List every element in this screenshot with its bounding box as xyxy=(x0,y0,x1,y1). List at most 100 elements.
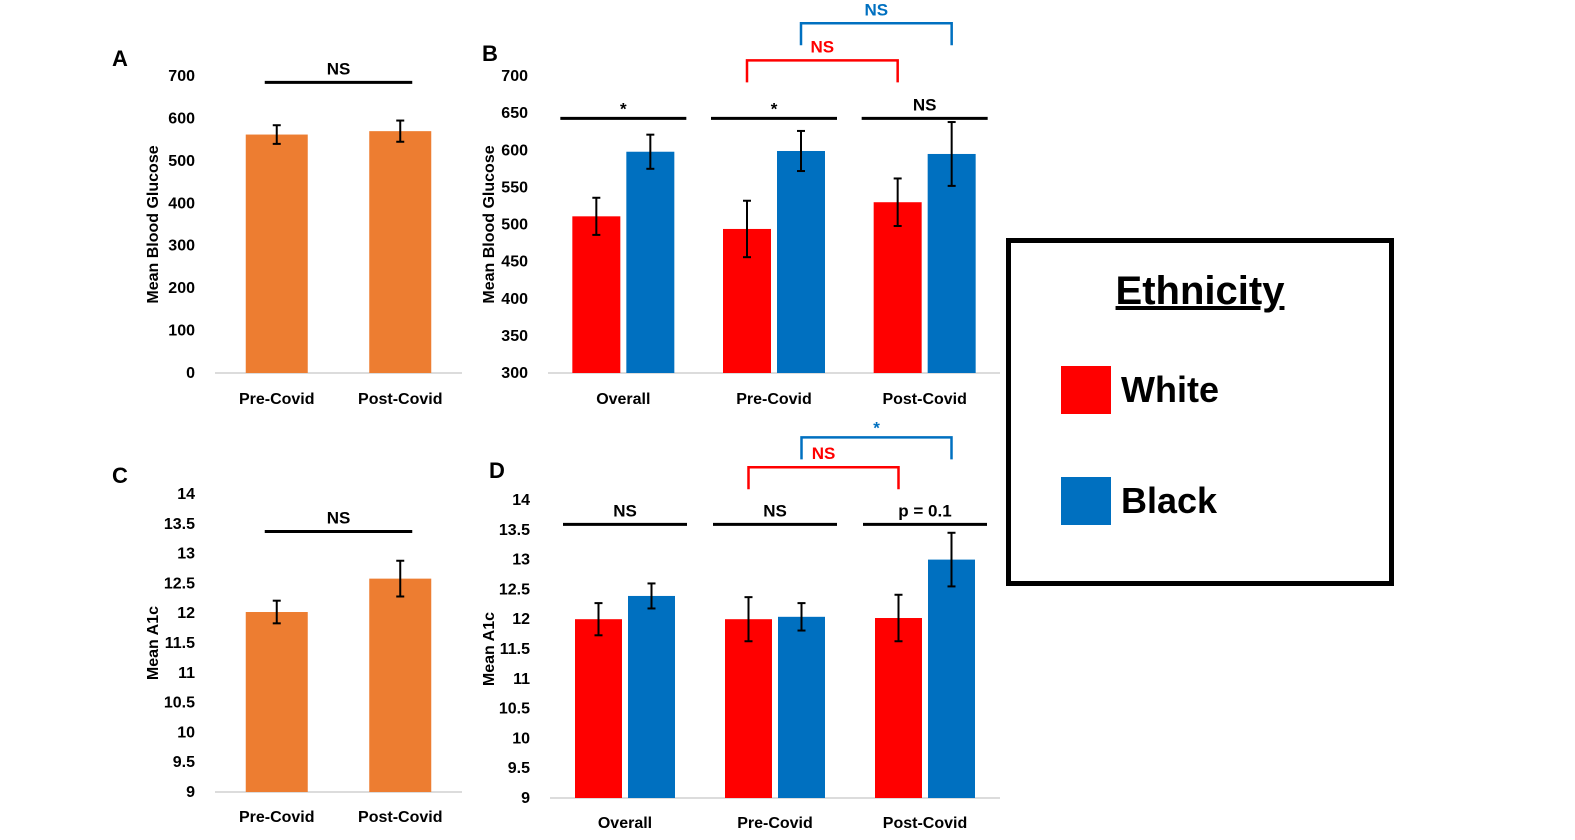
significance-label: p = 0.1 xyxy=(898,501,951,520)
bar-white-post-covid xyxy=(873,202,922,373)
y-tick-label: 500 xyxy=(501,217,528,234)
y-tick-label: 700 xyxy=(501,68,528,85)
y-tick-label: 12 xyxy=(512,611,530,628)
y-tick-label: 400 xyxy=(168,195,195,212)
bar-black-pre-covid xyxy=(777,150,825,373)
bar-post-covid xyxy=(369,131,432,373)
panel-label: C xyxy=(112,463,128,488)
y-tick-label: 300 xyxy=(501,365,528,382)
bar-pre-covid xyxy=(245,134,308,373)
y-tick-label: 11.5 xyxy=(165,635,195,652)
comparison-bracket xyxy=(747,465,900,490)
y-tick-label: 9 xyxy=(186,784,195,801)
y-tick-label: 10 xyxy=(177,724,195,741)
y-tick-label: 13 xyxy=(512,552,530,569)
y-axis-label: Mean Blood Glucose xyxy=(145,145,162,303)
x-tick-label: Pre-Covid xyxy=(239,391,315,408)
significance-label: NS xyxy=(913,95,937,114)
panel-label: A xyxy=(112,46,128,71)
y-axis-label: Mean A1c xyxy=(145,606,162,680)
x-tick-label: Post-Covid xyxy=(358,391,442,408)
bar-post-covid xyxy=(369,578,432,792)
significance-label: * xyxy=(620,99,627,118)
y-tick-label: 350 xyxy=(501,328,528,345)
legend-swatch-white xyxy=(1061,366,1111,414)
x-tick-label: Post-Covid xyxy=(882,391,966,408)
y-tick-label: 9.5 xyxy=(173,754,195,771)
panel-a: A Mean Blood Glucose 0 100 200 300 400 500 600 70… xyxy=(112,46,462,408)
bracket-label: NS xyxy=(812,444,836,463)
significance-label: * xyxy=(771,99,778,118)
y-tick-label: 10.5 xyxy=(499,701,530,718)
y-tick-label: 0 xyxy=(186,365,195,382)
significance-label: NS xyxy=(327,509,351,528)
y-tick-label: 600 xyxy=(168,110,195,127)
panel-b: B Mean Blood Glucose 300 350 400 450 500 550 600… xyxy=(481,0,1000,408)
y-tick-label: 11 xyxy=(513,671,530,688)
bracket-label: NS xyxy=(811,37,835,56)
panel-d: D Mean A1c 9 9.5 10 10.5 11 11.5 12 12.5 13 13.5 14 O… xyxy=(481,418,1000,832)
y-tick-label: 12.5 xyxy=(164,575,195,592)
y-tick-label: 10.5 xyxy=(164,695,195,712)
y-tick-label: 10 xyxy=(512,730,530,747)
significance-label: NS xyxy=(613,501,637,520)
y-tick-label: 14 xyxy=(177,486,195,503)
y-tick-label: 700 xyxy=(168,68,195,85)
x-tick-label: Overall xyxy=(596,391,650,408)
y-tick-label: 650 xyxy=(501,105,528,122)
y-tick-label: 500 xyxy=(168,153,195,170)
y-tick-label: 13.5 xyxy=(164,516,195,533)
comparison-bracket xyxy=(745,59,899,83)
y-tick-label: 12 xyxy=(177,605,195,622)
y-axis-label: Mean A1c xyxy=(481,612,498,686)
legend-swatch-black xyxy=(1061,477,1111,525)
y-tick-label: 11.5 xyxy=(500,641,530,658)
y-tick-label: 200 xyxy=(168,280,195,297)
y-tick-label: 400 xyxy=(501,291,528,308)
legend-item-white: White xyxy=(1061,365,1219,415)
panel-label: B xyxy=(482,41,498,66)
x-tick-label: Pre-Covid xyxy=(239,809,315,826)
legend: Ethnicity White Black xyxy=(1006,238,1394,586)
y-tick-label: 14 xyxy=(512,492,530,509)
legend-title: Ethnicity xyxy=(1115,269,1285,313)
y-tick-label: 13.5 xyxy=(499,522,530,539)
bar-black-post-covid xyxy=(928,559,975,798)
bar-pre-covid xyxy=(245,612,308,792)
x-tick-label: Post-Covid xyxy=(358,809,442,826)
y-tick-label: 13 xyxy=(177,546,195,563)
legend-label-black: Black xyxy=(1121,480,1218,521)
y-axis-label: Mean Blood Glucose xyxy=(481,145,498,303)
y-tick-label: 550 xyxy=(501,179,528,196)
bar-black-overall xyxy=(628,595,675,798)
y-tick-label: 11 xyxy=(178,665,195,682)
bar-white-post-covid xyxy=(875,618,922,798)
x-tick-label: Post-Covid xyxy=(883,815,967,832)
x-tick-label: Overall xyxy=(598,815,652,832)
panel-label: D xyxy=(489,458,505,483)
bracket-label: NS xyxy=(865,0,889,19)
y-tick-label: 300 xyxy=(168,238,195,255)
y-tick-label: 450 xyxy=(501,254,528,271)
bar-black-pre-covid xyxy=(778,616,825,798)
bar-black-post-covid xyxy=(927,153,976,373)
legend-item-black: Black xyxy=(1061,476,1217,526)
y-tick-label: 100 xyxy=(168,323,195,340)
significance-label: NS xyxy=(327,59,351,78)
x-tick-label: Pre-Covid xyxy=(736,391,812,408)
y-tick-label: 12.5 xyxy=(499,581,530,598)
significance-label: NS xyxy=(763,501,787,520)
legend-label-white: White xyxy=(1121,369,1219,410)
x-tick-label: Pre-Covid xyxy=(737,815,813,832)
bar-white-overall xyxy=(575,619,622,798)
bar-white-pre-covid xyxy=(725,619,772,798)
panel-c: C Mean A1c 9 9.5 10 10.5 11 11.5 12 12.5 13 13.5 14 P… xyxy=(112,463,462,826)
bar-white-overall xyxy=(572,216,621,373)
comparison-bracket xyxy=(799,22,953,46)
bracket-label: * xyxy=(873,418,880,437)
y-tick-label: 9 xyxy=(521,790,530,807)
comparison-bracket xyxy=(800,436,953,460)
bar-black-overall xyxy=(626,151,675,373)
y-tick-label: 600 xyxy=(501,142,528,159)
